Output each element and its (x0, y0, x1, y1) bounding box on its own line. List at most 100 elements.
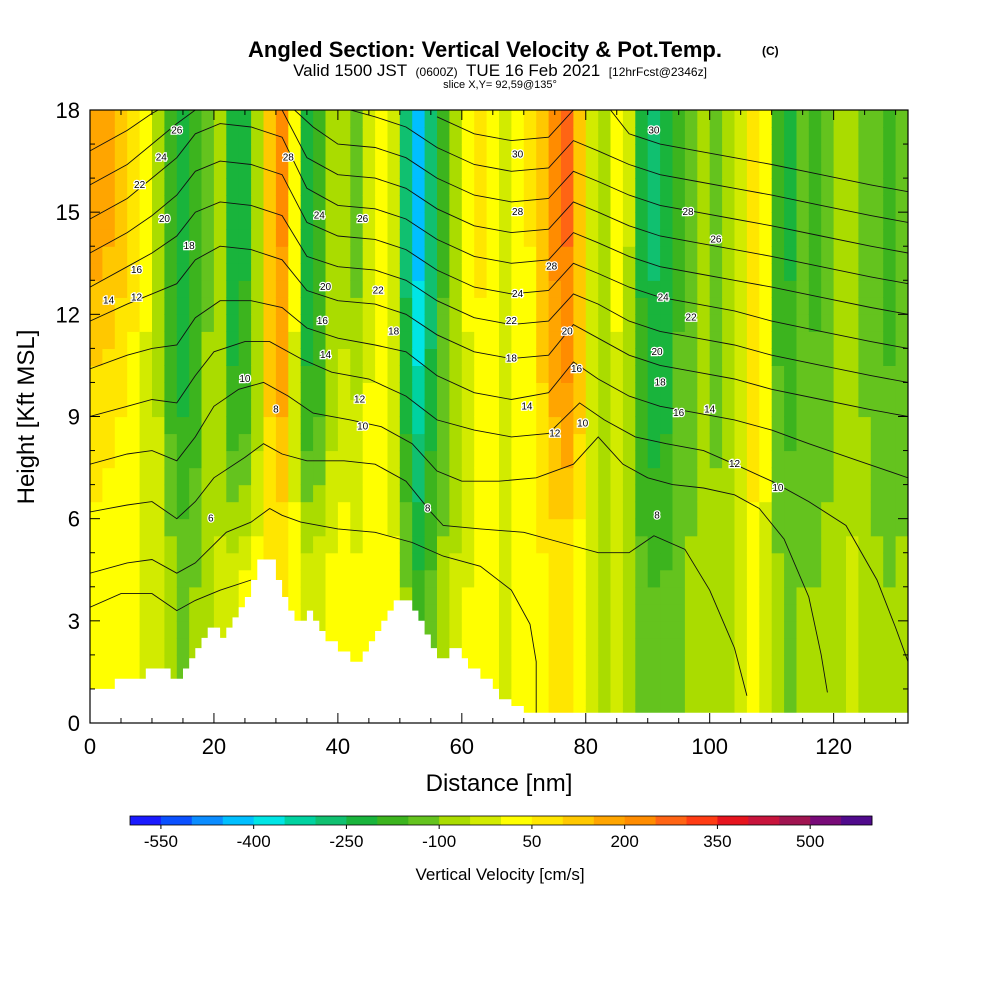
velocity-cell (449, 331, 463, 349)
velocity-cell (226, 518, 240, 537)
velocity-cell (226, 467, 240, 486)
velocity-cell (337, 263, 351, 281)
velocity-cell (424, 314, 438, 332)
velocity-cell (176, 382, 190, 400)
velocity-cell (561, 654, 574, 673)
velocity-cell (784, 110, 798, 128)
velocity-cell (821, 110, 835, 128)
velocity-cell (846, 144, 859, 162)
velocity-cell (102, 552, 116, 571)
velocity-cell (561, 518, 574, 537)
velocity-cell (350, 382, 364, 400)
velocity-cell (548, 433, 562, 452)
velocity-cell (114, 382, 128, 400)
velocity-cell (622, 416, 636, 435)
velocity-cell (300, 450, 314, 469)
velocity-cell (870, 450, 884, 469)
velocity-cell (313, 467, 327, 486)
velocity-cell (771, 484, 785, 503)
velocity-cell (846, 484, 859, 503)
velocity-cell (90, 178, 103, 196)
velocity-cell (152, 399, 165, 418)
velocity-cell (610, 654, 624, 673)
velocity-cell (114, 280, 128, 298)
velocity-cell (610, 552, 624, 571)
velocity-cell (722, 467, 736, 486)
velocity-cell (523, 518, 537, 537)
velocity-cell (288, 246, 302, 264)
velocity-cell (548, 688, 562, 707)
velocity-cell (573, 654, 587, 673)
velocity-cell (474, 246, 488, 264)
velocity-cell (325, 535, 339, 554)
velocity-cell (684, 637, 698, 656)
velocity-cell (697, 144, 711, 162)
velocity-cell (585, 535, 599, 554)
velocity-cell (201, 518, 215, 537)
velocity-cell (796, 671, 810, 690)
velocity-cell (511, 552, 525, 571)
velocity-cell (821, 552, 835, 571)
velocity-cell (114, 637, 128, 656)
velocity-cell (709, 535, 723, 554)
velocity-cell (784, 229, 798, 247)
velocity-cell (858, 263, 872, 281)
velocity-cell (164, 552, 178, 571)
velocity-cell (561, 297, 574, 315)
velocity-cell (846, 535, 859, 554)
velocity-cell (660, 382, 674, 400)
velocity-cell (585, 671, 599, 690)
velocity-cell (833, 263, 847, 281)
velocity-cell (300, 110, 314, 128)
velocity-cell (102, 416, 116, 435)
velocity-cell (275, 484, 289, 503)
velocity-cell (858, 654, 872, 673)
velocity-cell (796, 297, 810, 315)
velocity-cell (784, 467, 798, 486)
velocity-cell (808, 433, 822, 452)
velocity-cell (449, 161, 463, 179)
velocity-cell (622, 654, 636, 673)
velocity-cell (90, 314, 103, 332)
velocity-cell (598, 416, 612, 435)
velocity-cell (238, 212, 252, 230)
velocity-cell (697, 637, 711, 656)
velocity-cell (213, 331, 227, 349)
velocity-cell (536, 314, 550, 332)
velocity-cell (548, 569, 562, 588)
velocity-cell (870, 654, 884, 673)
velocity-cell (709, 314, 723, 332)
velocity-cell (275, 314, 289, 332)
velocity-cell (127, 552, 141, 571)
theta-contour (90, 300, 908, 479)
velocity-cell (647, 246, 661, 264)
velocity-cell (164, 280, 178, 298)
velocity-cell (102, 280, 116, 298)
velocity-cell (635, 246, 649, 264)
contour-label: 22 (506, 316, 518, 327)
velocity-cell (424, 518, 438, 537)
velocity-cell (523, 297, 537, 315)
velocity-cell (734, 212, 748, 230)
velocity-cell (536, 620, 550, 639)
velocity-cell (561, 484, 574, 503)
velocity-cell (114, 450, 128, 469)
velocity-cell (536, 263, 550, 281)
velocity-cell (561, 110, 574, 128)
velocity-cell (288, 416, 302, 435)
velocity-cell (846, 280, 859, 298)
velocity-cell (499, 212, 512, 230)
velocity-cell (102, 212, 116, 230)
velocity-cell (300, 161, 314, 179)
velocity-cell (412, 161, 426, 179)
velocity-cell (139, 195, 153, 213)
velocity-cell (102, 637, 116, 656)
velocity-cell (672, 654, 686, 673)
velocity-cell (387, 569, 401, 588)
velocity-cell (213, 467, 227, 486)
velocity-cell (684, 501, 698, 520)
velocity-cell (474, 280, 488, 298)
velocity-cell (213, 348, 227, 366)
velocity-cell (127, 586, 141, 605)
velocity-cell (734, 637, 748, 656)
